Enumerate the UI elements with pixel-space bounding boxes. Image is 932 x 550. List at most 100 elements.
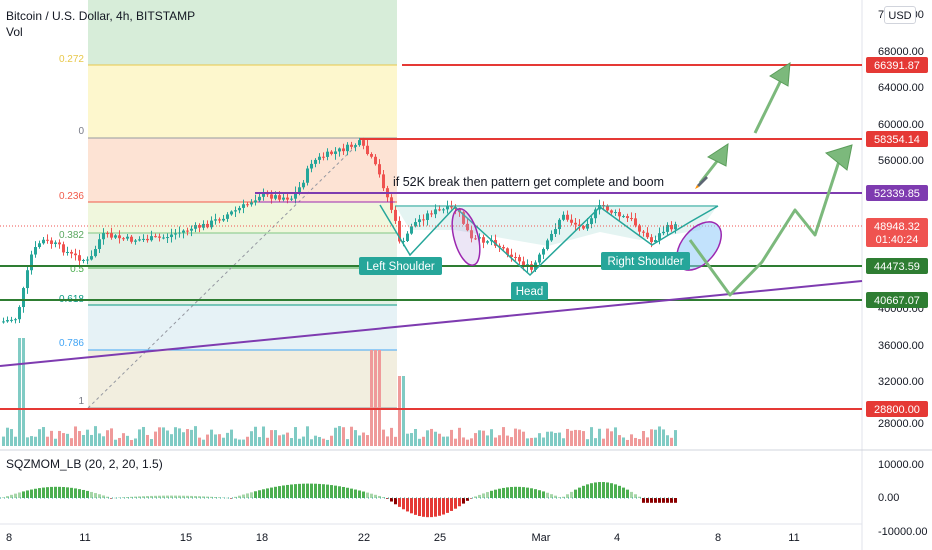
momentum-bar <box>566 494 569 498</box>
candles <box>2 137 677 324</box>
candle-body <box>346 144 349 152</box>
candle-body <box>410 226 413 234</box>
squeeze-momentum-histogram <box>2 482 677 518</box>
momentum-bar <box>674 498 677 503</box>
candle-body <box>306 168 309 183</box>
candle-body <box>462 212 465 224</box>
fib-label-1: 1 <box>78 396 84 407</box>
candle-body <box>46 239 49 241</box>
volume-bar <box>258 437 261 446</box>
momentum-bar <box>510 486 513 498</box>
momentum-bar <box>462 498 465 504</box>
candle-body <box>502 247 505 249</box>
candle-body <box>422 219 425 221</box>
momentum-bar <box>290 484 293 498</box>
momentum-bar <box>26 490 29 498</box>
momentum-bar <box>326 484 329 498</box>
volume-bar <box>574 429 577 446</box>
momentum-bar <box>294 484 297 498</box>
volume-bar <box>342 427 345 446</box>
candle-body <box>178 232 181 234</box>
fib-label-5: 0.5 <box>70 264 84 275</box>
momentum-bar <box>426 498 429 518</box>
candle-body <box>314 159 317 164</box>
volume-bar <box>70 438 73 446</box>
fib-label-272: 0.272 <box>59 54 84 65</box>
candle-body <box>378 164 381 175</box>
momentum-bar <box>554 495 557 498</box>
momentum-bar <box>126 497 129 498</box>
time-tick: Mar <box>532 532 551 544</box>
volume-bar <box>234 438 237 446</box>
volume-bar <box>530 437 533 446</box>
momentum-bar <box>482 493 485 498</box>
candle-body <box>182 230 185 233</box>
volume-bar <box>274 430 277 446</box>
volume-bar <box>470 438 473 446</box>
momentum-bar <box>42 487 45 498</box>
volume-bar <box>330 435 333 446</box>
candle-body <box>614 212 617 214</box>
momentum-bar <box>242 494 245 498</box>
candle-body <box>486 241 489 243</box>
candle-body <box>86 259 89 261</box>
volume-bar <box>318 436 321 446</box>
candle-body <box>330 151 333 154</box>
volume-bar <box>382 429 385 446</box>
volume-bar <box>442 436 445 446</box>
momentum-bar <box>446 498 449 513</box>
volume-bar <box>6 427 9 446</box>
candle-body <box>650 237 653 243</box>
momentum-bar <box>374 494 377 498</box>
candle-body <box>202 223 205 228</box>
momentum-bar <box>582 485 585 498</box>
candle-body <box>334 151 337 154</box>
momentum-bar <box>62 487 65 498</box>
candle-body <box>226 214 229 219</box>
arrow-head-mid <box>706 143 729 167</box>
candle-body <box>514 256 517 258</box>
candle-body <box>582 226 585 229</box>
candle-body <box>366 145 369 155</box>
volume-bar <box>374 350 377 446</box>
volume-bar <box>446 436 449 446</box>
volume-bar <box>390 427 393 446</box>
momentum-bar <box>606 482 609 498</box>
candle-body <box>122 238 125 240</box>
candle-body <box>62 244 65 253</box>
volume-bar <box>322 438 325 446</box>
candle-body <box>402 241 405 243</box>
volume-bar <box>138 429 141 446</box>
candle-body <box>430 213 433 215</box>
volume-bar <box>26 437 29 446</box>
price-tick: 36000.00 <box>878 340 924 352</box>
momentum-bar <box>98 494 101 498</box>
candle-body <box>54 242 57 244</box>
price-tick: 56000.00 <box>878 155 924 167</box>
volume-bar <box>142 426 145 446</box>
volume-bar <box>646 437 649 446</box>
volume-bar <box>294 427 297 446</box>
momentum-bar <box>418 498 421 517</box>
candle-body <box>174 233 177 235</box>
osc-tick: -10000.00 <box>878 526 928 538</box>
momentum-bar <box>530 488 533 498</box>
volume-bar <box>94 426 97 446</box>
volume-bar <box>666 435 669 446</box>
volume-bar <box>594 438 597 446</box>
volume-bar <box>22 338 25 446</box>
candle-body <box>14 319 17 321</box>
svg-text:66391.87: 66391.87 <box>874 60 920 72</box>
volume-bar <box>122 433 125 446</box>
candle-body <box>666 224 669 232</box>
volume-bar <box>670 437 673 446</box>
volume-bar <box>38 429 41 446</box>
volume-bar <box>30 436 33 446</box>
candle-body <box>618 212 621 217</box>
currency-button[interactable]: USD <box>884 6 916 24</box>
candle-body <box>146 238 149 241</box>
head-label: Head <box>511 282 548 300</box>
candle-body <box>30 254 33 271</box>
momentum-bar <box>50 486 53 498</box>
momentum-bar <box>402 498 405 510</box>
